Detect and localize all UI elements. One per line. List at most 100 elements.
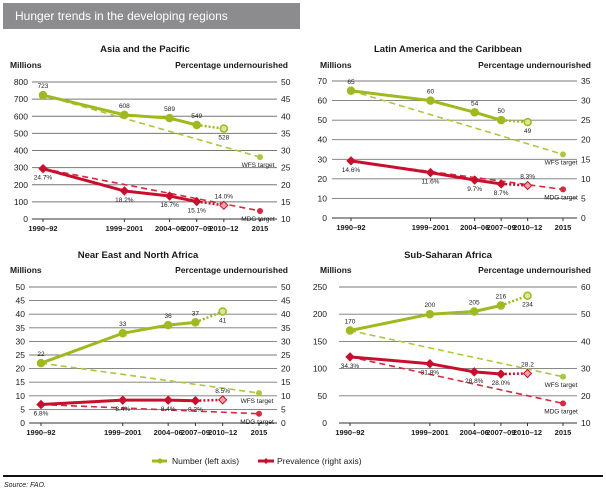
number-marker — [38, 90, 48, 100]
right-tick-label: 30 — [581, 364, 591, 374]
x-tick-label: 1990–92 — [336, 223, 365, 232]
right-tick-label: 10 — [281, 214, 291, 224]
number-marker — [470, 108, 479, 117]
prevalence-marker — [190, 395, 201, 406]
number-data-label: 528 — [218, 135, 229, 142]
x-tick-label: 2015 — [555, 223, 572, 232]
right-tick-label: 60 — [581, 282, 591, 292]
prevalence-marker — [346, 156, 356, 166]
prevalence-marker — [469, 367, 479, 377]
prevalence-data-label: 11.6% — [422, 179, 440, 186]
number-marker — [192, 120, 201, 130]
target-marker — [560, 373, 566, 380]
x-tick-label: 1999–2001 — [106, 224, 144, 233]
left-tick-label: 600 — [14, 111, 28, 121]
left-tick-label: 100 — [313, 364, 327, 374]
number-data-label: 216 — [495, 293, 506, 300]
right-tick-label: 15 — [581, 154, 591, 164]
right-tick-label: 30 — [581, 96, 591, 106]
number-data-label: 723 — [38, 83, 49, 90]
source-note: Source: FAO. — [4, 482, 46, 489]
prevalence-line — [349, 355, 501, 376]
mdg-target-label: MDG target — [544, 194, 578, 201]
prevalence-data-label: 18.2% — [115, 197, 134, 204]
target-marker — [560, 186, 566, 193]
right-tick-label: 35 — [581, 76, 591, 86]
number-marker — [523, 291, 532, 300]
right-tick-label: 20 — [281, 180, 291, 190]
prevalence-line — [350, 159, 502, 186]
x-tick-label: 1999–2001 — [412, 223, 450, 232]
chart-panel: Latin America and the Caribbean Millions P… — [318, 44, 591, 232]
chart-title: Latin America and the Caribbean — [374, 44, 522, 55]
left-tick-label: 400 — [14, 146, 28, 156]
x-tick-label: 2015 — [251, 428, 268, 437]
left-tick-label: 50 — [16, 282, 26, 292]
prevalence-marker — [36, 399, 46, 410]
wfs-target-label: WFS target — [545, 159, 578, 166]
chart-panel: Near East and North Africa Millions Percen… — [10, 250, 291, 437]
legend: Number (left axis) Prevalence (right axis… — [152, 456, 362, 466]
right-tick-label: 40 — [281, 309, 291, 319]
left-tick-label: 0 — [23, 214, 28, 224]
prevalence-data-label: 15.1% — [187, 208, 206, 215]
number-projection-line — [500, 294, 528, 307]
left-tick-label: 60 — [318, 96, 328, 106]
right-tick-label: 35 — [281, 128, 291, 138]
left-tick-label: 250 — [313, 282, 327, 292]
legend-prevalence-marker — [263, 458, 269, 464]
left-tick-label: 45 — [16, 296, 26, 306]
prevalence-marker — [217, 395, 228, 405]
right-tick-label: 10 — [581, 418, 591, 428]
chart-title: Asia and the Pacific — [100, 44, 190, 55]
left-tick-label: 20 — [318, 174, 328, 184]
number-line — [349, 304, 502, 332]
number-data-label: 205 — [469, 299, 480, 306]
wfs-target-label: WFS target — [241, 398, 274, 405]
x-tick-label: 2004–06 — [154, 428, 183, 437]
right-tick-label: 50 — [281, 282, 291, 292]
prevalence-data-label: 28.2 — [521, 361, 534, 368]
right-tick-label: 10 — [581, 174, 591, 184]
target-marker — [560, 151, 566, 158]
right-tick-label: 15 — [281, 197, 291, 207]
number-marker — [425, 309, 435, 319]
left-tick-label: 800 — [14, 77, 28, 87]
x-tick-label: 1990–92 — [28, 224, 57, 233]
prevalence-marker — [119, 186, 130, 196]
mdg-target-label: MDG target — [544, 408, 578, 415]
number-data-label: 50 — [498, 108, 506, 115]
legend-prevalence-label: Prevalence (right axis) — [277, 456, 362, 466]
number-data-label: 589 — [164, 106, 175, 113]
x-tick-label: 2010–12 — [513, 223, 542, 232]
x-tick-label: 2010–12 — [513, 428, 542, 437]
number-data-label: 36 — [165, 313, 173, 320]
chart-panel: Asia and the Pacific Millions Percentage u… — [10, 44, 291, 233]
left-tick-label: 200 — [14, 180, 28, 190]
prevalence-data-label: 24.7% — [34, 175, 53, 182]
target-marker — [256, 390, 262, 397]
left-tick-label: 40 — [318, 135, 328, 145]
number-line — [42, 93, 198, 127]
x-tick-label: 2004–06 — [155, 224, 184, 233]
number-marker — [523, 117, 532, 127]
wfs-target-label: WFS target — [242, 162, 275, 169]
left-axis-label: Millions — [10, 265, 42, 275]
x-tick-label: 2007–09 — [486, 428, 515, 437]
chart-panel: Sub-Saharan Africa Millions Percentage und… — [313, 250, 591, 437]
number-projection-line — [501, 118, 528, 124]
right-tick-label: 40 — [581, 336, 591, 346]
number-data-label: 170 — [345, 319, 356, 326]
right-tick-label: 50 — [581, 309, 591, 319]
x-tick-label: 1999–2001 — [411, 428, 449, 437]
mdg-target-label: MDG target — [241, 216, 275, 223]
number-data-label: 60 — [427, 89, 435, 96]
chart-title: Sub-Saharan Africa — [404, 250, 493, 261]
right-tick-label: 25 — [581, 115, 591, 125]
prevalence-marker — [118, 395, 128, 405]
right-tick-label: 30 — [281, 336, 291, 346]
x-tick-label: 2007–09 — [181, 428, 210, 437]
wfs-target-label: WFS target — [545, 382, 578, 389]
